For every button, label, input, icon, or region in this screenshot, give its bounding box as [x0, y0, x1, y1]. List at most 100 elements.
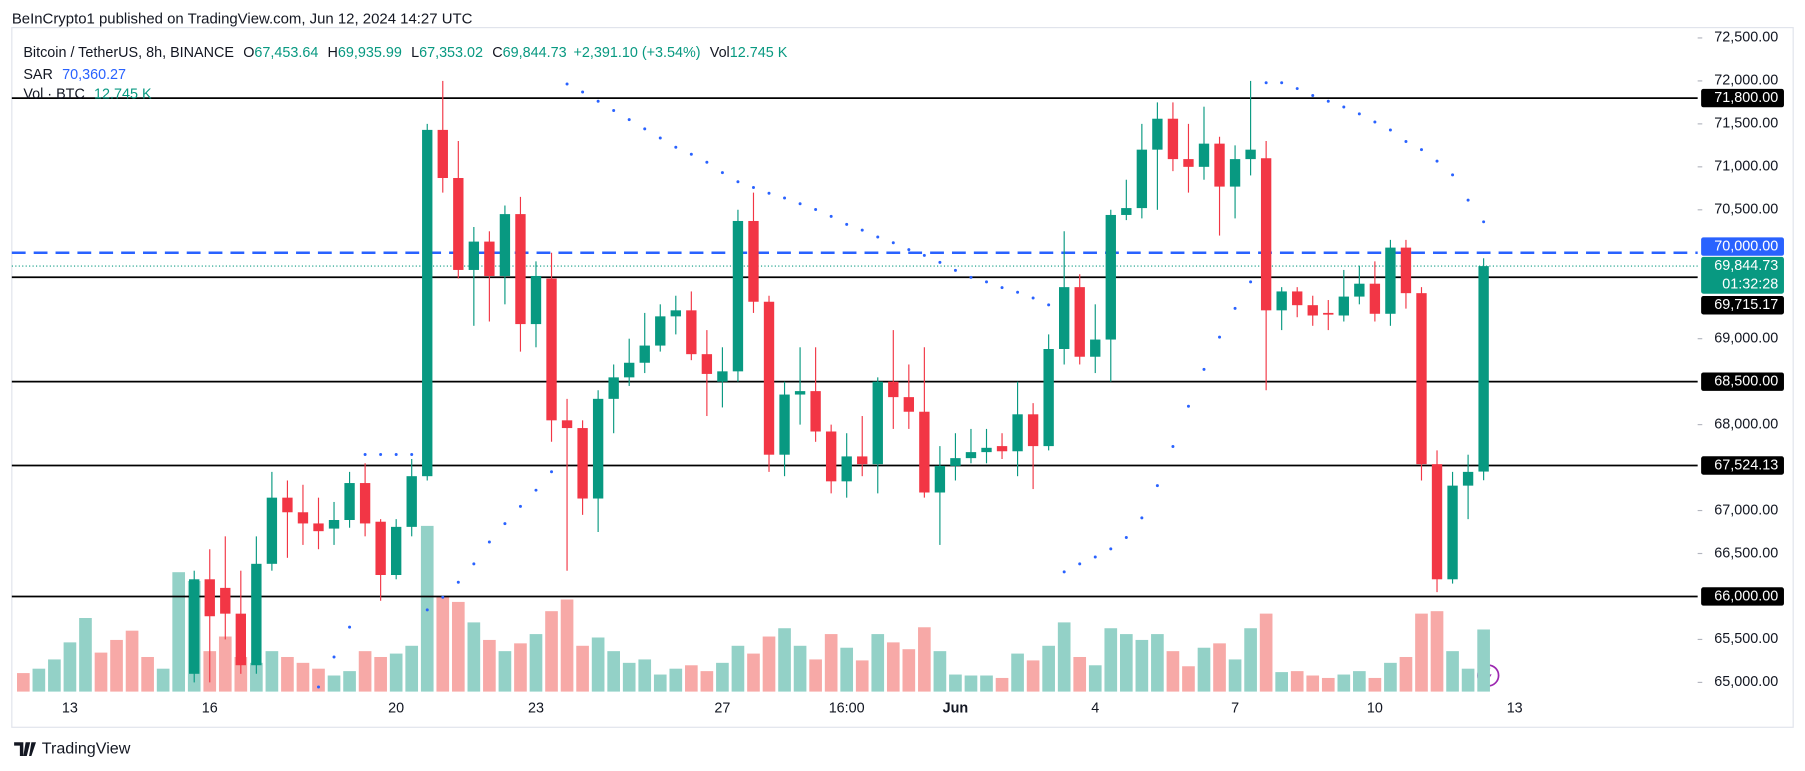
candle-body — [888, 381, 899, 398]
sar-dot — [689, 152, 693, 156]
candle-body — [655, 316, 666, 346]
sar-dot — [456, 580, 460, 584]
sar-dot — [1435, 159, 1439, 163]
candle-body — [841, 456, 852, 482]
candle-body — [919, 411, 930, 493]
candle-body — [1198, 143, 1210, 167]
candle-body — [1447, 485, 1458, 580]
candle-body — [717, 371, 728, 382]
candle-body — [903, 397, 915, 412]
sar-dot — [938, 260, 942, 264]
legend-item: 12.745 K — [94, 86, 152, 102]
y-tick-label: 66,500.00 — [1714, 545, 1778, 561]
volume-bar — [747, 653, 760, 692]
legend-item: C — [492, 45, 502, 61]
volume-bar — [964, 675, 978, 692]
candle-body — [857, 456, 868, 465]
volume-bar — [1213, 643, 1226, 692]
x-tick-label: 27 — [714, 701, 730, 717]
candle-body — [375, 521, 386, 575]
x-tick-label: Jun — [943, 701, 969, 717]
y-tick-label: 72,000.00 — [1714, 73, 1778, 89]
volume-bar — [1166, 651, 1180, 692]
sar-dot — [705, 160, 709, 164]
legend-item: 67,353.02 — [419, 45, 483, 61]
volume-bar — [172, 572, 186, 692]
candle-body — [1105, 214, 1116, 340]
level-label: 67,524.13 — [1714, 457, 1778, 473]
volume-bar — [1011, 653, 1024, 692]
sar-dot — [348, 625, 352, 629]
candle-body — [763, 301, 775, 455]
volume-bar — [669, 668, 683, 692]
volume-bar — [327, 675, 341, 692]
sar-dot — [1311, 94, 1315, 98]
legend-item: O — [243, 45, 254, 61]
candle-body — [965, 452, 977, 459]
candle-body — [1059, 287, 1070, 350]
candle-body — [297, 512, 309, 524]
volume-bar — [234, 656, 248, 692]
sar-dot — [627, 118, 631, 122]
volume-bar — [1119, 634, 1133, 692]
legend-item: Vol — [710, 45, 730, 61]
sar-dot — [1031, 296, 1035, 300]
volume-bar — [700, 671, 714, 692]
sar-dot — [518, 504, 522, 508]
candle-body — [1074, 287, 1085, 357]
volume-bar — [125, 630, 139, 692]
candle-body — [1276, 291, 1287, 311]
x-tick-label: 10 — [1367, 701, 1383, 717]
sar-dot — [317, 685, 320, 689]
candle-body — [1385, 247, 1396, 314]
volume-bar — [1088, 665, 1102, 692]
sar-dot — [596, 99, 600, 103]
legend-item: 12.745 K — [730, 45, 788, 61]
volume-bar — [79, 618, 92, 692]
legend-item: Bitcoin / TetherUS, 8h, BINANCE — [23, 45, 234, 61]
level-label-box — [1701, 587, 1784, 606]
volume-bar — [218, 636, 232, 692]
candle-body — [686, 310, 697, 355]
sar-dot — [1466, 198, 1470, 202]
candle-body — [592, 398, 604, 499]
volume-bar — [94, 652, 108, 692]
x-tick-label: 20 — [388, 701, 404, 717]
volume-bar — [498, 651, 512, 692]
sar-dot — [845, 222, 849, 226]
level-label-box — [1701, 296, 1784, 315]
sar-dot — [829, 214, 833, 218]
candle-body — [1338, 296, 1349, 316]
volume-bar — [1228, 659, 1242, 692]
volume-bar — [1399, 656, 1413, 692]
candle-body — [344, 483, 355, 521]
volume-bar — [1197, 647, 1211, 692]
candle-body — [934, 465, 946, 493]
sar-dot — [814, 207, 818, 211]
candle-body — [251, 563, 262, 666]
volume-bar — [1151, 634, 1164, 692]
candle-body — [390, 526, 402, 575]
sar-dot — [1357, 112, 1361, 116]
candle-body — [701, 354, 713, 374]
candle-body — [872, 381, 883, 465]
volume-bar — [1461, 668, 1475, 692]
sar-dot — [1062, 570, 1066, 574]
candle-body — [1012, 414, 1023, 452]
sar-dot — [1373, 120, 1377, 124]
volume-bar — [918, 627, 931, 692]
candle-body — [1431, 464, 1443, 580]
candle-body — [1462, 471, 1474, 486]
sar-dot — [581, 90, 585, 94]
volume-bar — [529, 634, 543, 692]
volume-bar — [638, 659, 652, 692]
volume-bar — [1104, 628, 1118, 692]
sar-dot — [953, 268, 957, 272]
sar-dot — [1078, 562, 1082, 566]
volume-bar — [1259, 613, 1273, 692]
y-tick-label: 65,000.00 — [1714, 674, 1778, 690]
x-tick-label: 4 — [1091, 701, 1099, 717]
sar-dot — [1233, 306, 1237, 310]
candle-body — [1167, 118, 1179, 160]
